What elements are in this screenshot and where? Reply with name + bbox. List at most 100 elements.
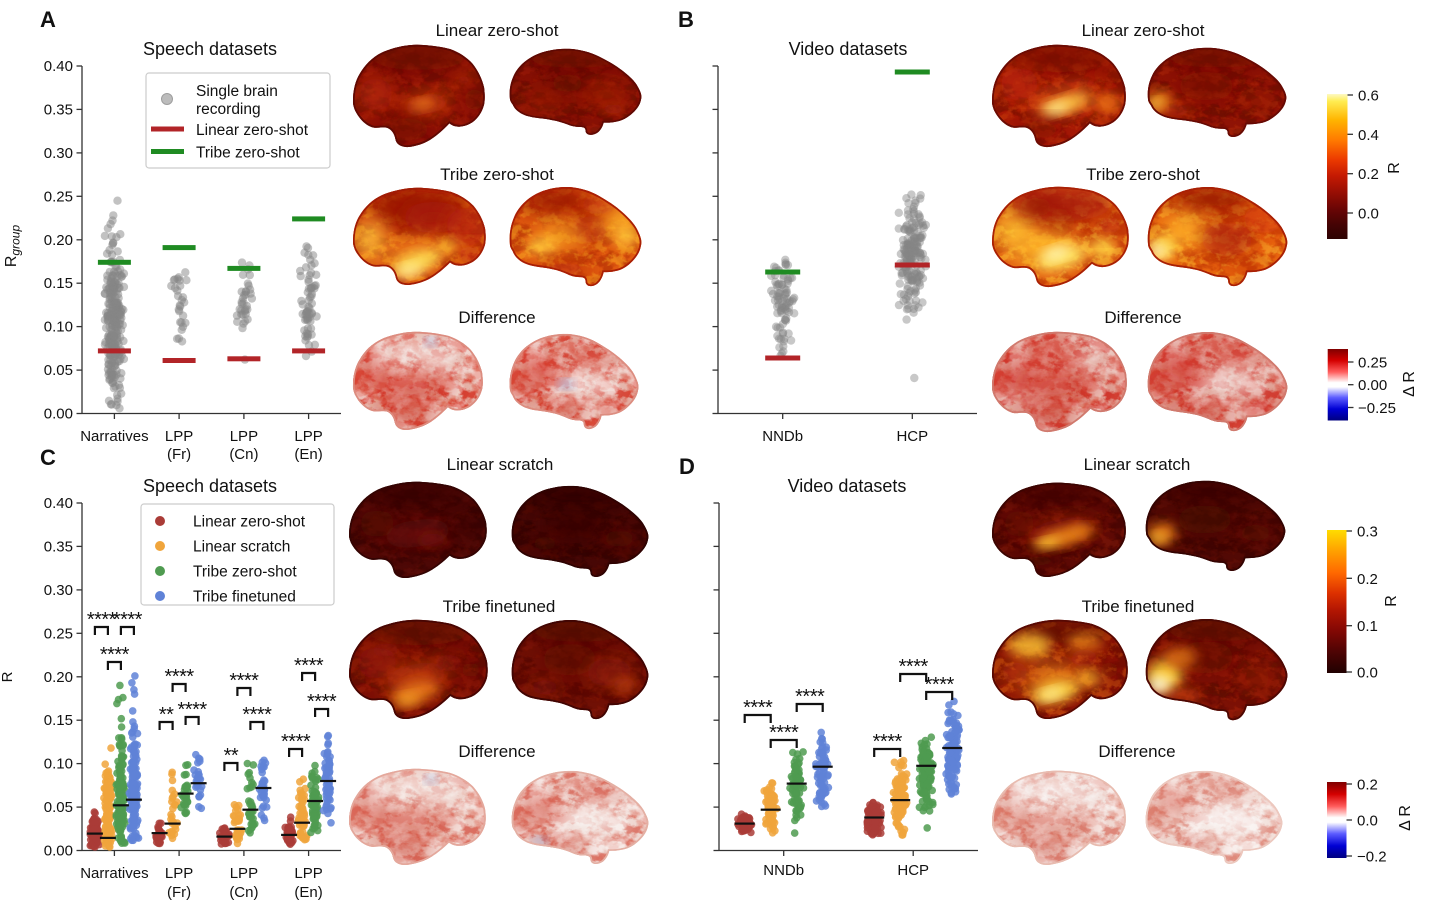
svg-text:Narratives: Narratives <box>80 428 148 445</box>
svg-text:****: **** <box>229 670 259 692</box>
svg-text:0.2: 0.2 <box>1357 777 1378 794</box>
svg-text:0.05: 0.05 <box>44 362 73 379</box>
svg-text:C: C <box>40 445 56 470</box>
svg-text:Difference: Difference <box>458 308 535 327</box>
svg-text:****: **** <box>100 644 130 666</box>
svg-text:Linear zero-shot: Linear zero-shot <box>196 122 309 139</box>
svg-text:Narratives: Narratives <box>80 865 148 882</box>
svg-text:LPP: LPP <box>294 865 322 882</box>
svg-text:Linear zero-shot: Linear zero-shot <box>1082 21 1205 40</box>
svg-text:****: **** <box>113 609 143 631</box>
svg-text:Speech datasets: Speech datasets <box>143 476 277 496</box>
svg-text:****: **** <box>87 609 117 631</box>
svg-text:0.35: 0.35 <box>44 101 73 118</box>
svg-text:D: D <box>679 454 695 479</box>
svg-text:recording: recording <box>196 101 261 118</box>
svg-text:0.25: 0.25 <box>44 625 73 642</box>
svg-text:0.3: 0.3 <box>1357 524 1378 541</box>
svg-text:****: **** <box>899 656 929 678</box>
svg-text:0.25: 0.25 <box>44 188 73 205</box>
svg-text:****: **** <box>165 666 195 688</box>
svg-text:Difference: Difference <box>1104 308 1181 327</box>
svg-text:0.0: 0.0 <box>1358 206 1379 223</box>
svg-text:(Fr): (Fr) <box>167 446 191 463</box>
svg-text:Δ R: Δ R <box>1401 371 1418 397</box>
svg-text:HCP: HCP <box>896 428 928 445</box>
svg-text:****: **** <box>307 691 337 713</box>
svg-text:Linear zero-shot: Linear zero-shot <box>436 21 559 40</box>
svg-text:A: A <box>40 7 56 32</box>
svg-text:Linear scratch: Linear scratch <box>447 455 554 474</box>
svg-text:****: **** <box>294 655 324 677</box>
svg-text:(Fr): (Fr) <box>167 884 191 901</box>
svg-text:−0.25: −0.25 <box>1358 400 1396 417</box>
svg-text:0.2: 0.2 <box>1357 571 1378 588</box>
svg-text:LPP: LPP <box>230 428 258 445</box>
svg-text:****: **** <box>925 674 955 696</box>
svg-text:****: **** <box>178 699 208 721</box>
svg-text:Difference: Difference <box>1098 742 1175 761</box>
svg-text:0.20: 0.20 <box>44 669 73 686</box>
svg-text:Video datasets: Video datasets <box>788 476 907 496</box>
svg-text:Tribe zero-shot: Tribe zero-shot <box>1086 165 1200 184</box>
svg-text:LPP: LPP <box>230 865 258 882</box>
svg-text:Tribe finetuned: Tribe finetuned <box>193 589 296 606</box>
svg-text:−0.2: −0.2 <box>1357 849 1387 866</box>
svg-text:HCP: HCP <box>897 862 929 879</box>
svg-text:****: **** <box>242 704 272 726</box>
svg-text:Δ R: Δ R <box>1397 805 1414 831</box>
svg-text:0.25: 0.25 <box>1358 355 1387 372</box>
svg-text:0.00: 0.00 <box>44 843 73 860</box>
svg-text:0.30: 0.30 <box>44 582 73 599</box>
svg-text:Linear zero-shot: Linear zero-shot <box>193 514 306 531</box>
svg-text:LPP: LPP <box>165 865 193 882</box>
svg-text:R: R <box>1383 595 1400 607</box>
svg-text:****: **** <box>743 697 773 719</box>
svg-text:(En): (En) <box>294 884 322 901</box>
svg-text:0.0: 0.0 <box>1357 813 1378 830</box>
svg-text:Speech datasets: Speech datasets <box>143 39 277 59</box>
svg-text:(En): (En) <box>294 446 322 463</box>
svg-text:Tribe finetuned: Tribe finetuned <box>443 597 556 616</box>
svg-text:LPP: LPP <box>294 428 322 445</box>
svg-text:0.4: 0.4 <box>1358 127 1379 144</box>
svg-text:Video datasets: Video datasets <box>789 39 908 59</box>
svg-text:0.35: 0.35 <box>44 538 73 555</box>
svg-text:0.30: 0.30 <box>44 145 73 162</box>
svg-text:****: **** <box>873 731 903 753</box>
svg-text:Linear scratch: Linear scratch <box>1084 455 1191 474</box>
svg-text:0.20: 0.20 <box>44 232 73 249</box>
svg-text:Rgroup: Rgroup <box>3 225 23 268</box>
svg-text:Linear scratch: Linear scratch <box>193 539 290 556</box>
svg-text:NNDb: NNDb <box>763 862 804 879</box>
svg-text:Tribe zero-shot: Tribe zero-shot <box>440 165 554 184</box>
svg-text:NNDb: NNDb <box>762 428 803 445</box>
svg-text:(Cn): (Cn) <box>229 884 258 901</box>
svg-text:0.00: 0.00 <box>1358 377 1387 394</box>
svg-text:Tribe finetuned: Tribe finetuned <box>1082 597 1195 616</box>
svg-text:R: R <box>1386 162 1403 174</box>
svg-text:0.2: 0.2 <box>1358 166 1379 183</box>
svg-text:****: **** <box>795 686 825 708</box>
svg-text:0.15: 0.15 <box>44 275 73 292</box>
svg-text:Single brain: Single brain <box>196 83 278 100</box>
svg-text:0.00: 0.00 <box>44 406 73 423</box>
svg-text:0.10: 0.10 <box>44 756 73 773</box>
svg-text:0.05: 0.05 <box>44 799 73 816</box>
svg-text:B: B <box>678 7 694 32</box>
svg-text:0.40: 0.40 <box>44 58 73 75</box>
svg-text:0.40: 0.40 <box>44 495 73 512</box>
svg-text:****: **** <box>281 731 311 753</box>
svg-text:R: R <box>0 671 16 682</box>
svg-text:LPP: LPP <box>165 428 193 445</box>
svg-text:0.6: 0.6 <box>1358 88 1379 105</box>
svg-text:Tribe zero-shot: Tribe zero-shot <box>196 145 300 162</box>
svg-text:****: **** <box>769 722 799 744</box>
svg-text:0.0: 0.0 <box>1357 665 1378 682</box>
svg-text:Difference: Difference <box>458 742 535 761</box>
svg-text:(Cn): (Cn) <box>229 446 258 463</box>
svg-text:0.1: 0.1 <box>1357 618 1378 635</box>
svg-text:0.15: 0.15 <box>44 712 73 729</box>
svg-text:**: ** <box>159 704 174 726</box>
svg-text:**: ** <box>224 745 239 767</box>
